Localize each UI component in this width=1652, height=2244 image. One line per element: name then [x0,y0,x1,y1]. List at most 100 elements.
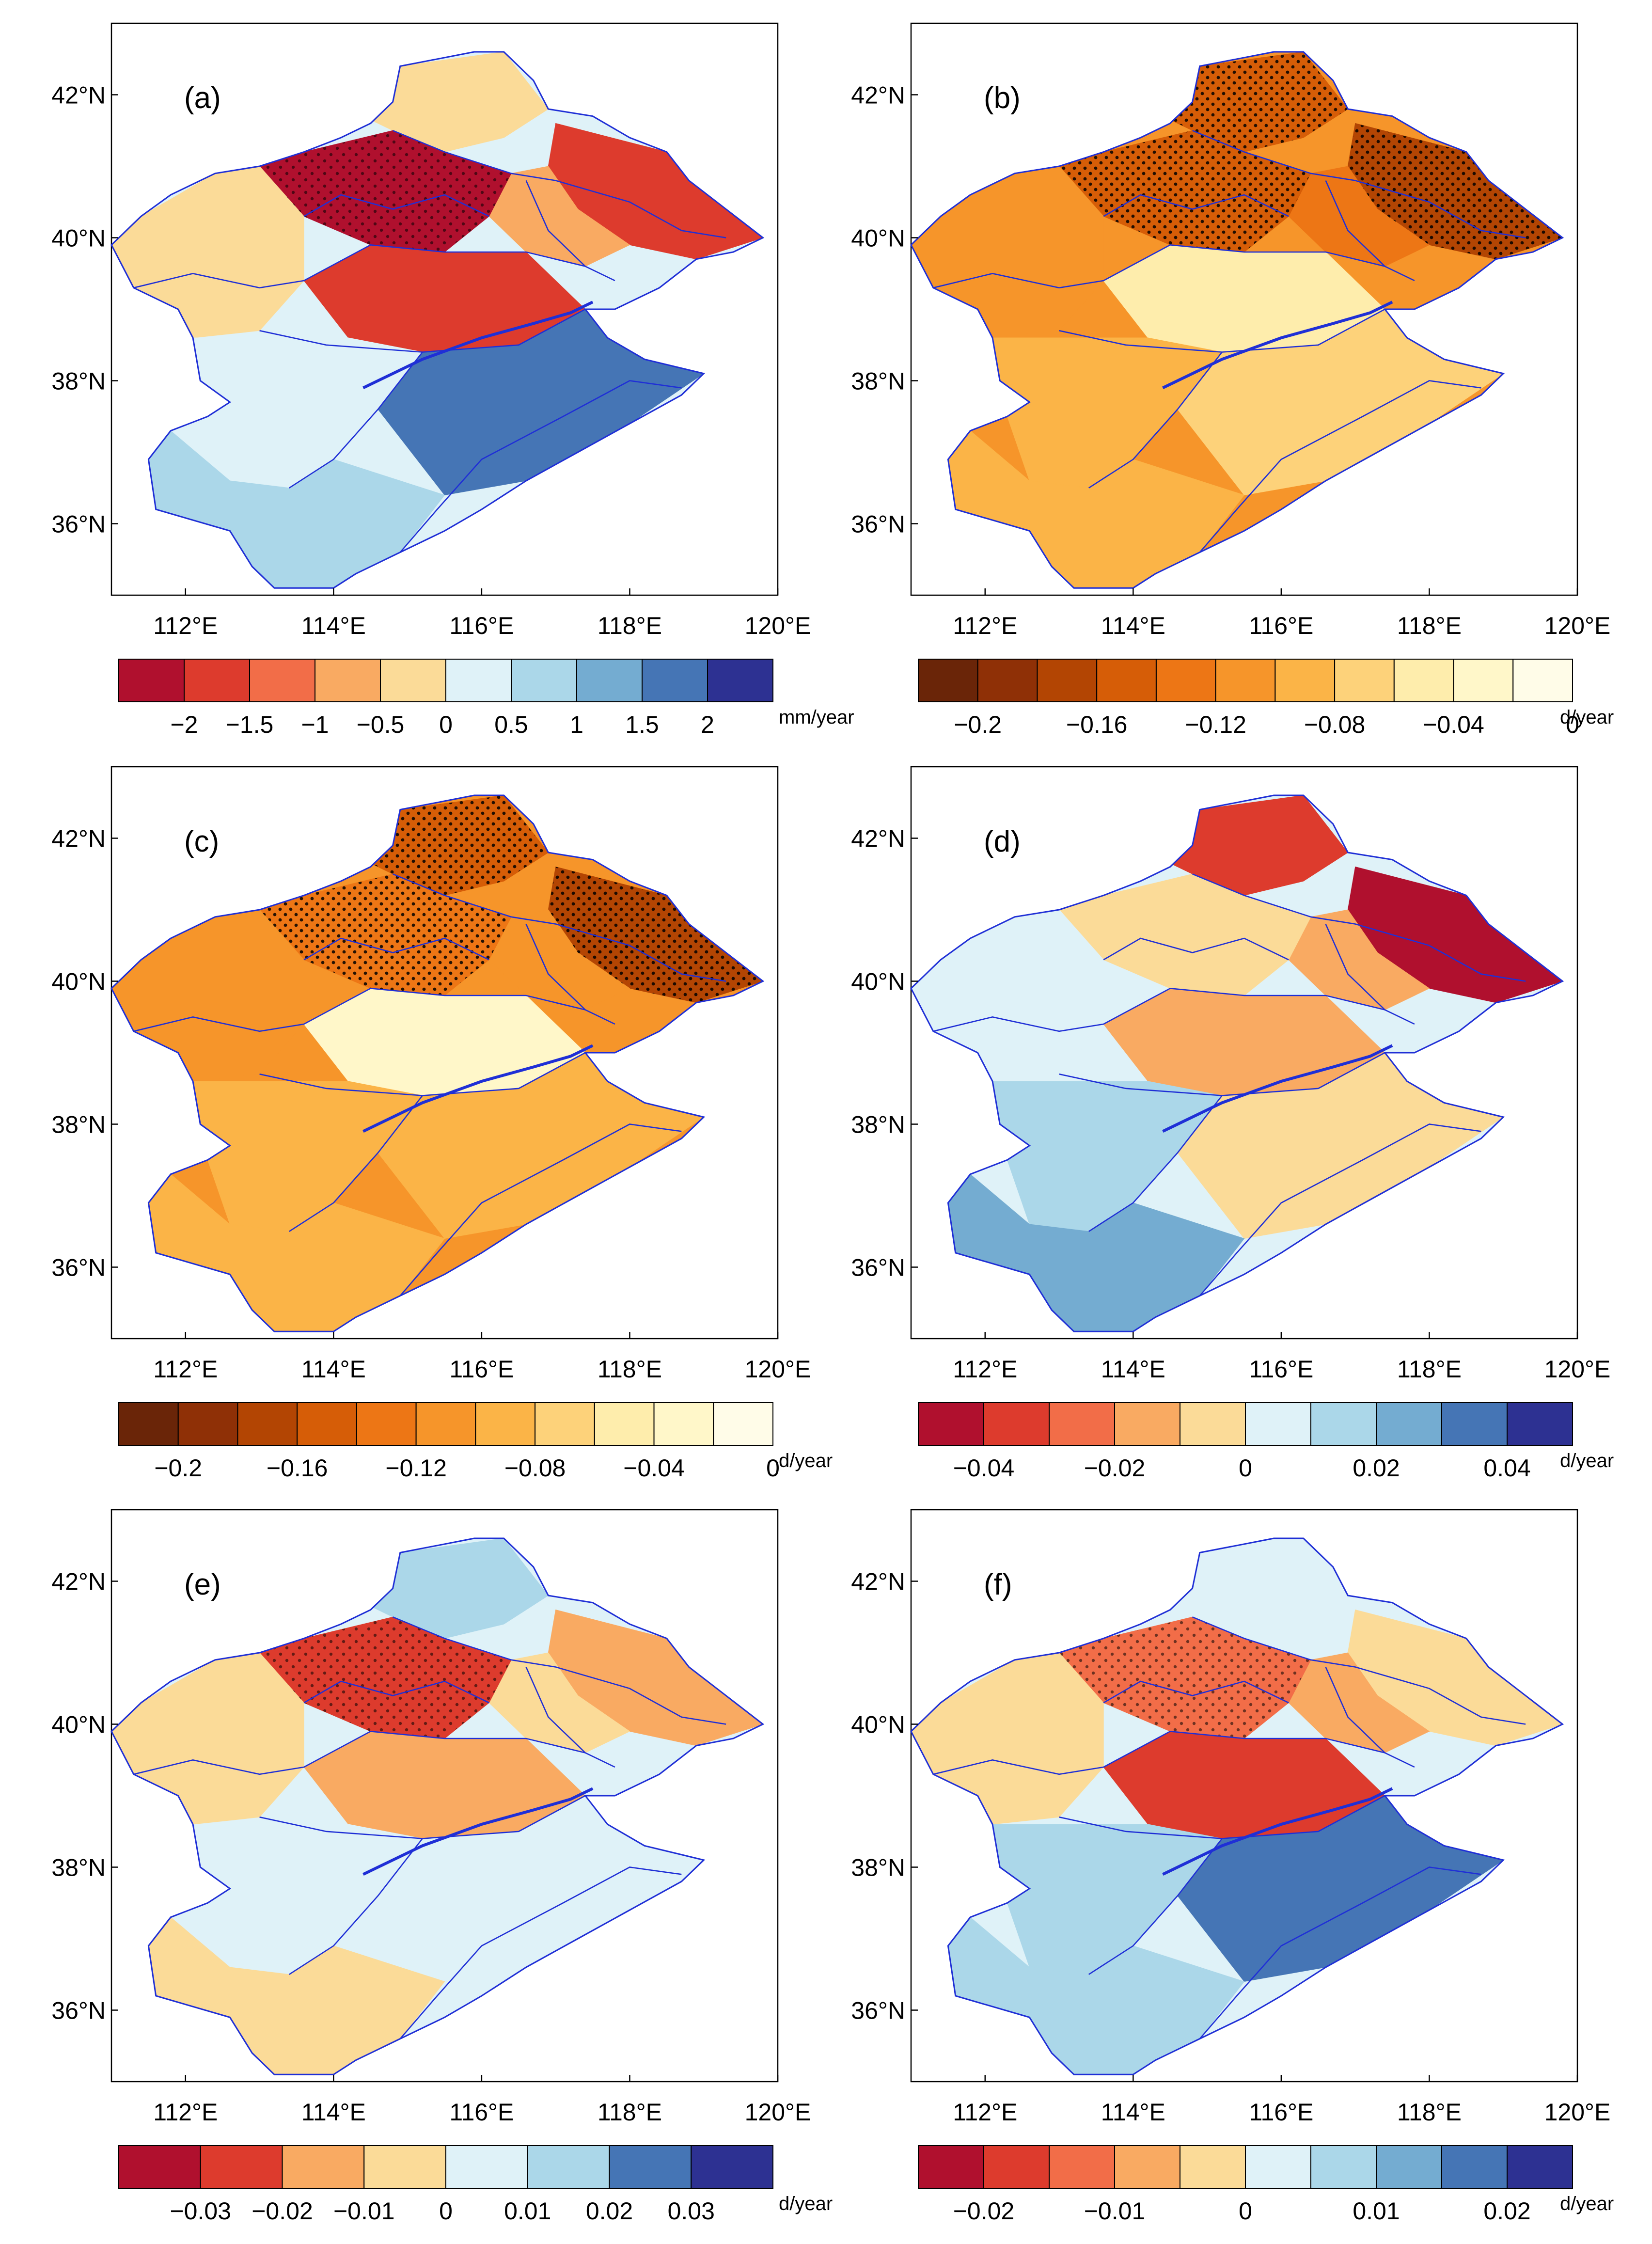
colorbar-swatch [475,1402,536,1446]
lon-label: 118°E [1397,1356,1462,1383]
colorbar-swatch [594,1402,655,1446]
sub-basin-boundary [399,1123,682,1296]
lon-label: 114°E [1101,1356,1165,1383]
colorbar-tick-label: −1 [301,711,329,738]
colorbar-tick-label: 0 [1239,1454,1252,1482]
colorbar-swatch [918,659,978,702]
lon-label: 120°E [745,1356,811,1383]
colorbar-tick-label: −0.03 [170,2197,231,2225]
colorbar-tick-label: −0.2 [954,711,1002,738]
lon-label: 112°E [153,1356,218,1383]
colorbar: −0.2 −0.16 −0.12 −0.08 −0.04 0d/year [918,659,1614,738]
colorbar-swatch [1215,659,1276,702]
colorbar-tick-label: −0.12 [385,1454,447,1482]
river-line [1162,1787,1393,1876]
lat-label: 36°N [51,511,106,538]
colorbar-swatch [1037,659,1098,702]
lon-label: 118°E [598,612,662,639]
colorbar-tick-label: 0.01 [1353,2197,1400,2225]
colorbar-tick-label: −0.04 [1423,711,1484,738]
sub-basin-boundary [393,873,726,982]
sub-basin-boundary [1103,937,1289,961]
basin-outline [110,51,765,589]
sub-basin-boundary [1103,194,1289,217]
panel-tag: (d) [984,825,1021,858]
colorbar-swatch [713,1402,773,1446]
colorbar-unit: d/year [1560,1450,1614,1471]
colorbar-swatch [282,2145,365,2189]
colorbar: −0.04 −0.02 0 0.02 0.04 d/year [918,1402,1614,1482]
colorbar-swatch [356,1402,417,1446]
colorbar-swatch [1245,1402,1311,1446]
colorbar: −0.2 −0.16 −0.12 −0.08 −0.04 0d/year [118,1402,833,1482]
colorbar-swatch [1114,2145,1180,2189]
colorbar-swatch [1441,1402,1508,1446]
colorbar-swatch [1049,2145,1115,2189]
colorbar-tick-label: −0.16 [267,1454,328,1482]
colorbar-unit: d/year [1560,2193,1614,2214]
colorbar-swatch [576,659,643,702]
lat-label: 40°N [51,225,106,252]
lat-label: 38°N [51,368,106,395]
river-line [1162,300,1393,390]
sub-basin-boundary [1199,380,1481,553]
colorbar-tick-label: 0 [1566,711,1579,738]
colorbar-tick-label: 0.02 [586,2197,633,2225]
lat-label: 42°N [51,82,106,109]
panel-tag: (e) [184,1568,221,1601]
colorbar: −2 −1.5 −1 −0.5 0 0.5 1 1.5 2 mm/year [118,659,854,738]
colorbar-tick-label: −0.08 [504,1454,566,1482]
lon-label: 120°E [745,2099,811,2126]
sub-basin-boundary [133,987,586,1032]
lon-label: 118°E [1397,612,1462,639]
lon-label: 116°E [449,2099,514,2126]
colorbar-tick-label: 0.5 [494,711,528,738]
sub-basin-boundary [933,244,1385,289]
lat-label: 40°N [51,1711,106,1738]
basin-outline [910,51,1564,589]
river-line [362,300,594,390]
colorbar-tick-label: −0.5 [357,711,405,738]
colorbar-tick-label: −2 [170,711,198,738]
colorbar: −0.03 −0.02 −0.01 0 0.01 0.02 0.03 d/year [118,2145,833,2225]
map-panel-b: (b) 42°N 40°N 38°N 36°N 112°E 114°E 116°E 118°E 1… [851,22,1614,738]
sub-basin-boundary [399,1866,682,2039]
lat-label: 40°N [851,225,905,252]
sub-basin-boundary [288,1838,423,1975]
colorbar-tick-label: 0 [1239,2197,1252,2225]
colorbar-swatch [1155,659,1216,702]
colorbar-swatch [918,2145,984,2189]
colorbar-swatch [1310,1402,1377,1446]
lat-label: 40°N [851,1711,905,1738]
colorbar-swatch [200,2145,283,2189]
colorbar-swatch [1512,659,1573,702]
river-line [362,1044,594,1133]
sub-basin-boundary [303,937,489,961]
colorbar-tick-label: −0.04 [953,1454,1015,1482]
colorbar-tick-label: 0.04 [1483,1454,1530,1482]
lon-label: 116°E [449,612,514,639]
colorbar-swatch [1393,659,1454,702]
sub-basin-boundary [288,351,423,489]
sub-basin-boundary [133,1730,586,1775]
sub-basin-boundary [933,1730,1385,1775]
sub-basin-boundary [1199,1866,1481,2039]
map-panel-e: (e) 42°N 40°N 38°N 36°N 112°E 114°E 116°E 118°E 1… [51,1509,833,2225]
colorbar-tick-label: −0.01 [1084,2197,1146,2225]
colorbar-swatch [118,659,185,702]
colorbar-tick-label: 0 [766,1454,780,1482]
colorbar-swatch [527,2145,610,2189]
lon-label: 120°E [1544,1356,1611,1383]
lat-label: 42°N [851,1568,905,1596]
lat-label: 42°N [51,1568,106,1596]
colorbar-swatch [363,2145,446,2189]
colorbar-swatch [118,2145,201,2189]
map-panel-d: (d) 42°N 40°N 38°N 36°N 112°E 114°E 116°E 118°E 1… [851,766,1614,1482]
colorbar-swatch [653,1402,714,1446]
sub-basin-boundary [525,1666,615,1768]
lon-label: 120°E [745,612,811,639]
colorbar-tick-label: −0.2 [154,1454,202,1482]
colorbar-swatch [1507,2145,1573,2189]
stippling-central-north [1059,1617,1311,1738]
